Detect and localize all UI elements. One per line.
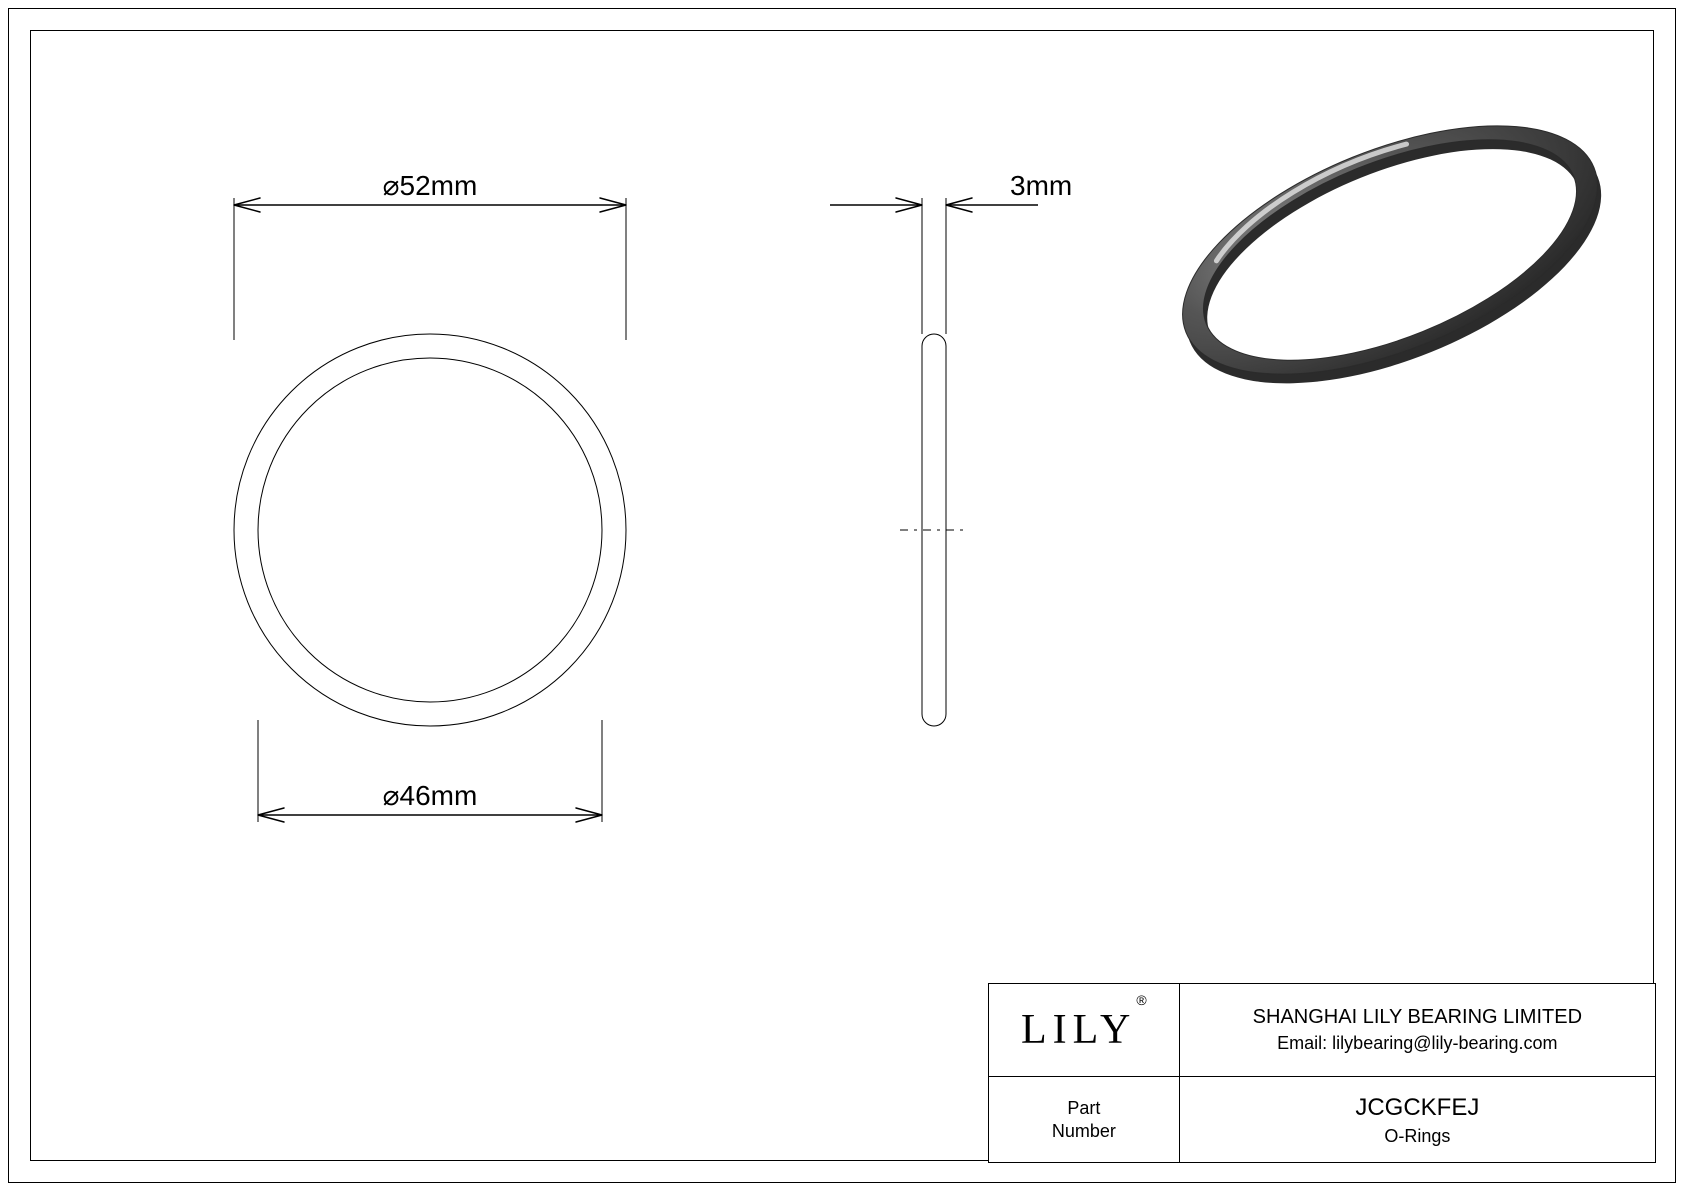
company-cell: SHANGHAI LILY BEARING LIMITED Email: lil… [1180,984,1655,1076]
page: ⌀52mm ⌀46mm 3mm LILY® SHANGHAI LILY BEARIN… [0,0,1684,1191]
part-number-label-cell: PartNumber [989,1077,1180,1163]
product-name: O-Rings [1384,1126,1450,1147]
title-block: LILY® SHANGHAI LILY BEARING LIMITED Emai… [988,983,1656,1163]
registered-mark: ® [1136,992,1146,1008]
logo-cell: LILY® [989,984,1180,1076]
logo-text: LILY® [1021,1006,1147,1054]
svg-text:⌀46mm: ⌀46mm [383,780,478,811]
svg-text:⌀52mm: ⌀52mm [383,170,478,201]
company-email: Email: lilybearing@lily-bearing.com [1277,1033,1557,1054]
company-name: SHANGHAI LILY BEARING LIMITED [1253,1006,1582,1029]
part-number: JCGCKFEJ [1355,1094,1479,1122]
logo: LILY [1021,1007,1136,1053]
part-number-cell: JCGCKFEJ O-Rings [1180,1077,1655,1163]
svg-text:3mm: 3mm [1010,170,1072,201]
part-number-label: PartNumber [1052,1097,1116,1144]
